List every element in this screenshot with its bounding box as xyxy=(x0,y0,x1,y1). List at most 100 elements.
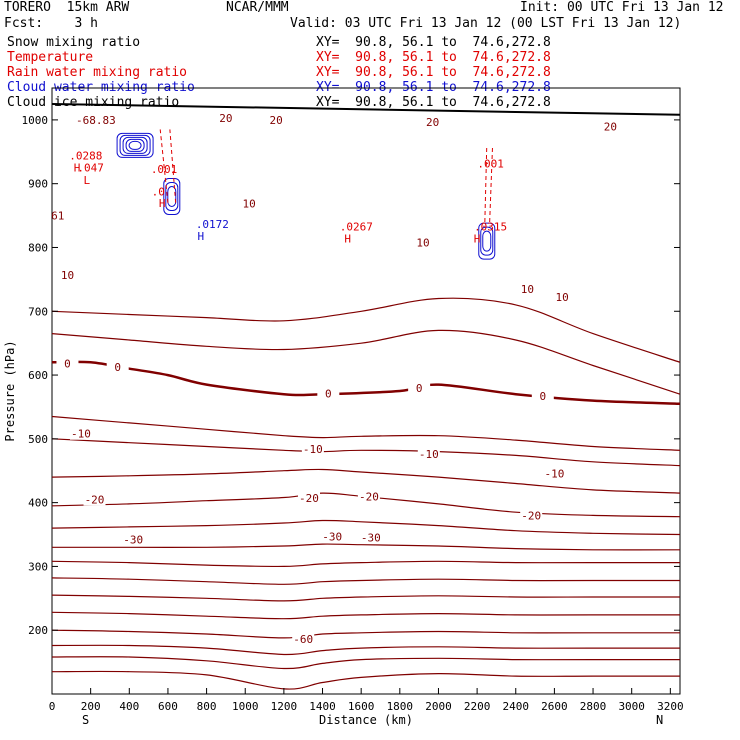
temperature-label: -30 xyxy=(123,534,143,547)
temperature-label-bg xyxy=(421,115,444,128)
x-tick-label: 1000 xyxy=(232,700,259,713)
temperature-contour xyxy=(51,629,680,639)
temperature-label: 0 xyxy=(539,390,546,403)
temperature-label-bg xyxy=(543,467,566,480)
temperature-label: -10 xyxy=(71,428,91,441)
field-temperature-name: Temperature xyxy=(7,50,94,65)
temperature-label: -10 xyxy=(544,467,564,480)
cloud-water-contour xyxy=(163,177,181,215)
temperature-label: -10 xyxy=(303,443,323,456)
temperature-label: 0 xyxy=(64,358,71,371)
field-snow-name: Snow mixing ratio xyxy=(7,35,141,50)
cloud-water-contour xyxy=(122,136,148,154)
rain-water-contour xyxy=(489,145,494,222)
point-label: L xyxy=(83,174,90,187)
temperature-contour xyxy=(51,360,681,406)
temperature-contour xyxy=(51,670,680,690)
temperature-contours xyxy=(51,102,681,690)
temperature-label: 10 xyxy=(556,291,569,304)
x-tick-label: 1600 xyxy=(348,700,375,713)
temperature-label: 20 xyxy=(270,114,283,127)
temperature-label-bg xyxy=(83,493,106,506)
y-tick-label: 500 xyxy=(28,433,48,446)
temperature-label: -30 xyxy=(361,532,381,545)
init-time: Init: 00 UTC Fri 13 Jan 12 xyxy=(520,0,724,15)
plot-frame xyxy=(51,87,681,695)
temperature-label-bg xyxy=(56,268,79,281)
x-tick-label: 3200 xyxy=(657,700,684,713)
temperature-label-bg xyxy=(292,633,315,646)
y-tick-label: 800 xyxy=(28,241,48,254)
center-name: NCAR/MMM xyxy=(226,0,289,15)
temperature-label: 20 xyxy=(604,120,617,133)
temperature-label-bg xyxy=(357,490,380,503)
y-tick-label: 900 xyxy=(28,178,48,191)
x-end-right: N xyxy=(656,713,663,727)
x-tick-label: 0 xyxy=(49,700,56,713)
temperature-label: -20 xyxy=(299,492,319,505)
x-tick-label: 2200 xyxy=(464,700,491,713)
temperature-contour xyxy=(51,492,681,518)
temperature-label-bg xyxy=(301,443,324,456)
x-tick-label: 3000 xyxy=(618,700,645,713)
temperature-label-bg xyxy=(412,236,435,249)
field-rain-xy: XY= 90.8, 56.1 to 74.6,272.8 xyxy=(316,65,551,80)
point-label: .0315 xyxy=(474,220,507,233)
temperature-contour xyxy=(51,415,681,451)
x-tick-label: 800 xyxy=(197,700,217,713)
x-tick-label: 600 xyxy=(158,700,178,713)
x-tick-label: 1200 xyxy=(271,700,298,713)
rain-water-contour xyxy=(169,129,177,203)
temperature-label-bg xyxy=(106,360,129,373)
temperature-label: -20 xyxy=(85,493,105,506)
cloud-water-contour xyxy=(165,181,179,211)
temperature-label-bg xyxy=(69,427,92,440)
temperature-label-bg xyxy=(321,530,344,543)
x-tick-label: 200 xyxy=(81,700,101,713)
x-tick-label: 2800 xyxy=(580,700,607,713)
cloud-water-contour xyxy=(119,134,151,156)
model-name: TORERO 15km ARW xyxy=(4,0,130,15)
x-tick-label: 2000 xyxy=(425,700,452,713)
point-label: H xyxy=(74,162,81,175)
temperature-contour xyxy=(51,519,681,536)
rain-water-contour xyxy=(159,129,169,203)
point-label: H xyxy=(344,233,351,246)
temperature-label: 10 xyxy=(521,283,534,296)
temperature-label-bg xyxy=(317,387,340,400)
cloud-water-contour xyxy=(478,222,496,260)
y-tick-label: 600 xyxy=(28,369,48,382)
temperature-label: 20 xyxy=(219,112,232,125)
temperature-label: 0 xyxy=(325,388,332,401)
y-tick-label: 300 xyxy=(28,560,48,573)
cloud-water-contour xyxy=(482,230,492,252)
y-tick-label: 700 xyxy=(28,305,48,318)
y-tick-label: 400 xyxy=(28,497,48,510)
x-tick-label: 1400 xyxy=(309,700,336,713)
temperature-label-bg xyxy=(238,197,261,210)
x-tick-label: 1800 xyxy=(387,700,414,713)
temperature-contour xyxy=(51,297,681,363)
point-label: H xyxy=(197,230,204,243)
temperature-label-bg xyxy=(122,533,145,546)
temperature-contour xyxy=(51,560,680,568)
cloud-water-contour xyxy=(167,185,177,207)
x-axis-label: Distance (km) xyxy=(319,713,413,727)
temperature-label-bg xyxy=(265,113,288,126)
temperature-label: -60 xyxy=(293,633,313,646)
point-label: .0 xyxy=(152,185,165,198)
point-label: H xyxy=(474,233,481,246)
cloud-water-cells xyxy=(116,132,496,260)
temperature-contour xyxy=(51,577,680,585)
temperature-label-bg xyxy=(297,492,320,505)
cloud-water-contour xyxy=(125,138,145,152)
point-label: .0172 xyxy=(196,218,229,231)
point-label: .001 xyxy=(477,157,504,170)
temperature-contour xyxy=(51,644,680,656)
temperature-contour xyxy=(51,329,681,395)
x-tick-label: 2600 xyxy=(541,700,568,713)
point-label: 61 xyxy=(51,210,64,223)
temperature-label-bg xyxy=(408,381,431,394)
